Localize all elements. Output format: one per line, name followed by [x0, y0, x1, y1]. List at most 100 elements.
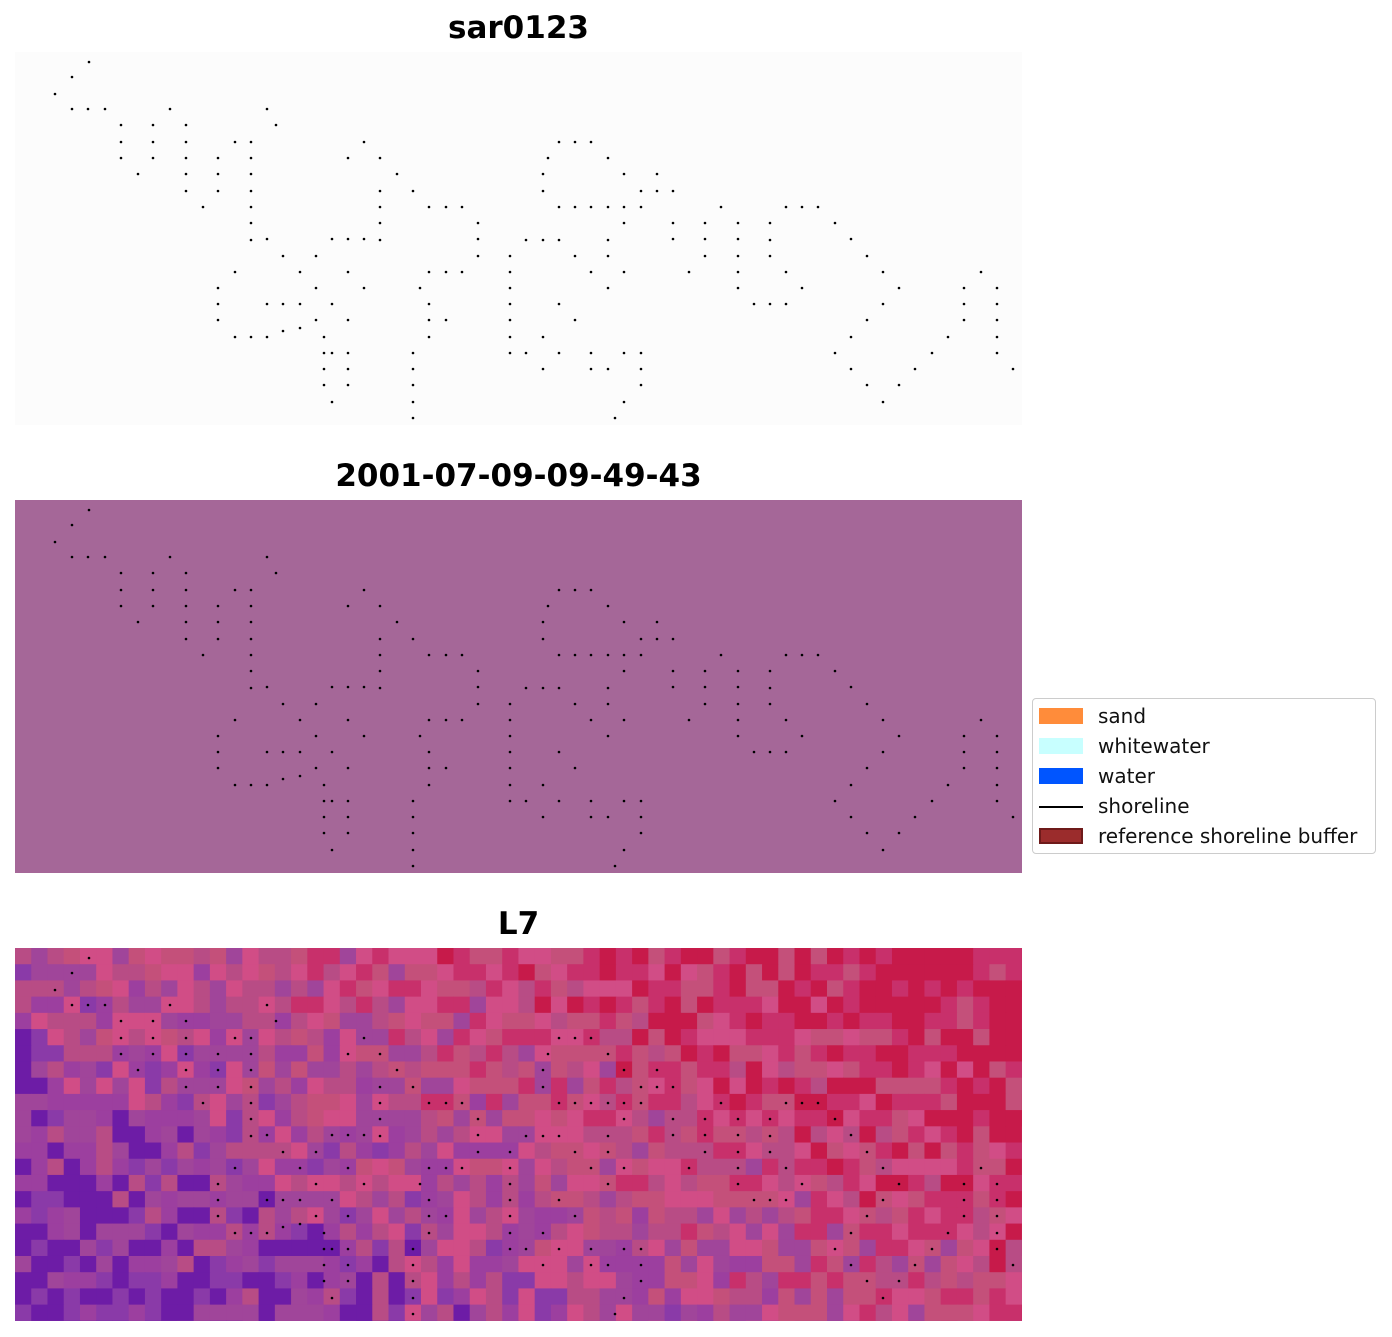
mosaic-pixel: [453, 1288, 471, 1306]
shoreline-point: [346, 270, 350, 274]
shoreline-point: [86, 107, 90, 111]
shoreline-point: [314, 1150, 318, 1154]
mosaic-pixel: [664, 1272, 682, 1289]
mosaic-pixel: [96, 1142, 113, 1160]
shoreline-point: [849, 367, 853, 371]
mosaic-pixel: [356, 1142, 373, 1160]
mosaic-pixel: [599, 1126, 617, 1144]
mosaic-pixel: [226, 964, 243, 981]
mosaic-pixel: [1005, 1093, 1022, 1111]
mosaic-pixel: [680, 1255, 698, 1273]
mosaic-pixel: [96, 948, 113, 965]
mosaic-pixel: [209, 1012, 227, 1030]
mosaic-pixel: [762, 996, 779, 1014]
mosaic-pixel: [745, 1142, 763, 1160]
mosaic-pixel: [534, 1029, 552, 1046]
mosaic-pixel: [534, 964, 552, 981]
mosaic-pixel: [226, 1045, 243, 1062]
mosaic-pixel: [79, 1304, 97, 1321]
mosaic-pixel: [404, 964, 422, 981]
mosaic-pixel: [729, 1191, 747, 1208]
mosaic-pixel: [79, 1126, 97, 1144]
mosaic-pixel: [307, 1126, 325, 1144]
mosaic-pixel: [356, 1207, 373, 1225]
mosaic-pixel: [567, 1272, 584, 1289]
mosaic-pixel: [891, 1223, 909, 1241]
shoreline-point: [606, 156, 610, 160]
mosaic-pixel: [778, 1207, 796, 1225]
mosaic-pixel: [161, 1174, 178, 1192]
shoreline-point: [281, 254, 285, 258]
mosaic-pixel: [810, 1077, 828, 1095]
mosaic-pixel: [63, 1142, 81, 1160]
mosaic-pixel: [323, 1110, 341, 1127]
shoreline-point: [995, 1198, 999, 1202]
mosaic-pixel: [469, 1029, 487, 1046]
shoreline-point: [622, 718, 626, 722]
mosaic-pixel: [745, 980, 763, 998]
mosaic-pixel: [274, 1223, 292, 1241]
shoreline-point: [897, 831, 901, 835]
mosaic-pixel: [956, 1093, 974, 1111]
mosaic-pixel: [63, 1126, 81, 1144]
mosaic-pixel: [177, 1255, 195, 1273]
mosaic-pixel: [924, 1012, 942, 1030]
shoreline-point: [881, 302, 885, 306]
shoreline-point: [184, 156, 188, 160]
mosaic-pixel: [583, 1077, 601, 1095]
mosaic-pixel: [940, 1207, 958, 1225]
mosaic-pixel: [453, 1207, 471, 1225]
mosaic-pixel: [989, 1223, 1007, 1241]
shoreline-point: [573, 1214, 577, 1218]
mosaic-pixel: [47, 1142, 65, 1160]
mosaic-pixel: [96, 1288, 113, 1306]
shoreline-point: [995, 766, 999, 770]
mosaic-pixel: [713, 1158, 731, 1176]
mosaic-pixel: [323, 1304, 341, 1321]
mosaic-pixel: [632, 996, 649, 1014]
mosaic-pixel: [632, 1191, 649, 1208]
shoreline-point: [995, 734, 999, 738]
mosaic-pixel: [875, 1126, 893, 1144]
mosaic-pixel: [47, 1191, 65, 1208]
mosaic-pixel: [843, 1029, 860, 1046]
shoreline-point: [736, 702, 740, 706]
shoreline-point: [233, 588, 237, 592]
shoreline-point: [265, 302, 269, 306]
mosaic-pixel: [599, 964, 617, 981]
shoreline-point: [418, 1182, 422, 1186]
mosaic-pixel: [112, 1223, 130, 1241]
mosaic-pixel: [583, 1126, 601, 1144]
mosaic-pixel: [291, 964, 308, 981]
mosaic-pixel: [177, 964, 195, 981]
shoreline-point: [119, 156, 123, 160]
mosaic-pixel: [859, 1223, 877, 1241]
mosaic-pixel: [177, 1174, 195, 1192]
mosaic-pixel: [258, 1272, 276, 1289]
shoreline-point: [736, 669, 740, 673]
mosaic-pixel: [664, 964, 682, 981]
mosaic-pixel: [291, 948, 308, 965]
mosaic-pixel: [242, 1207, 260, 1225]
mosaic-pixel: [843, 1093, 860, 1111]
shoreline-point: [346, 815, 350, 819]
mosaic-pixel: [404, 1223, 422, 1241]
mosaic-pixel: [209, 1110, 227, 1127]
mosaic-pixel: [209, 964, 227, 981]
mosaic-pixel: [891, 1045, 909, 1062]
mosaic-pixel: [437, 1142, 454, 1160]
mosaic-pixel: [323, 1012, 341, 1030]
mosaic-pixel: [31, 1045, 48, 1062]
shoreline-point: [444, 718, 448, 722]
mosaic-pixel: [96, 1110, 113, 1127]
shoreline-point: [184, 588, 188, 592]
shoreline-point: [508, 286, 512, 290]
shoreline-point: [444, 766, 448, 770]
mosaic-pixel: [79, 1045, 97, 1062]
shoreline-point: [265, 237, 269, 241]
mosaic-pixel: [404, 1110, 422, 1127]
mosaic-pixel: [453, 1045, 471, 1062]
mosaic-pixel: [193, 1142, 211, 1160]
mosaic-pixel: [697, 1304, 714, 1321]
mosaic-pixel: [47, 1126, 65, 1144]
